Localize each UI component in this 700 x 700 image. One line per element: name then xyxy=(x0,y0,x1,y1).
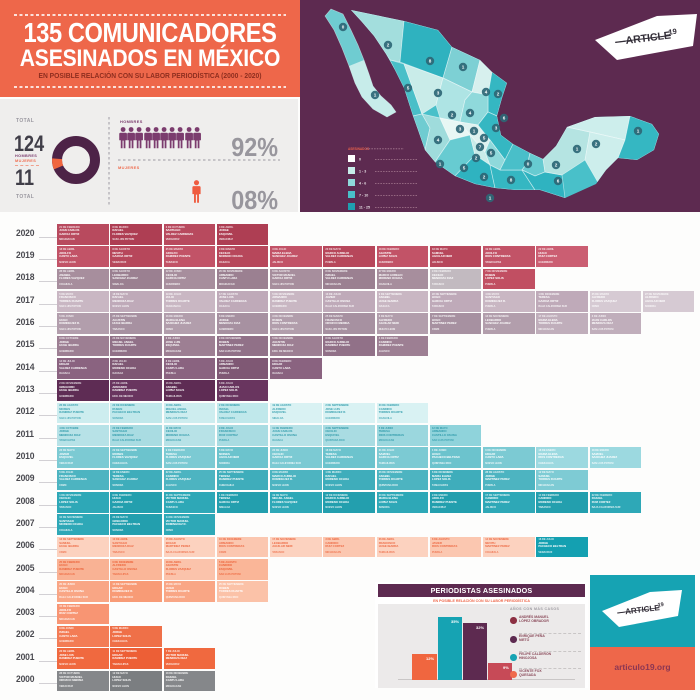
svg-text:4: 4 xyxy=(469,111,472,116)
svg-text:ASESINADOS: ASESINADOS xyxy=(348,147,369,151)
svg-text:19: 19 xyxy=(657,602,664,609)
svg-text:4: 4 xyxy=(437,138,440,143)
svg-text:7 - 10: 7 - 10 xyxy=(359,194,368,198)
svg-text:0: 0 xyxy=(359,158,361,162)
svg-text:1: 1 xyxy=(374,93,377,98)
svg-text:2: 2 xyxy=(451,113,454,118)
svg-text:2: 2 xyxy=(387,43,390,48)
svg-text:1: 1 xyxy=(489,196,492,201)
svg-text:4 - 6: 4 - 6 xyxy=(359,182,366,186)
svg-text:1: 1 xyxy=(439,162,442,167)
svg-text:1: 1 xyxy=(473,129,476,134)
svg-text:5: 5 xyxy=(483,136,486,141)
svg-text:2: 2 xyxy=(595,142,598,147)
svg-text:1: 1 xyxy=(462,65,465,70)
svg-text:8: 8 xyxy=(429,59,432,64)
svg-text:1: 1 xyxy=(637,129,640,134)
svg-text:5: 5 xyxy=(407,86,410,91)
svg-text:2: 2 xyxy=(483,175,486,180)
svg-text:1: 1 xyxy=(576,147,579,152)
svg-text:6: 6 xyxy=(557,179,560,184)
svg-text:2: 2 xyxy=(475,156,478,161)
svg-text:4: 4 xyxy=(485,90,488,95)
svg-text:0: 0 xyxy=(527,162,530,167)
svg-text:3: 3 xyxy=(437,91,440,96)
svg-text:11 - 25: 11 - 25 xyxy=(359,206,370,210)
svg-text:19: 19 xyxy=(668,27,677,37)
svg-text:5: 5 xyxy=(490,151,493,156)
svg-text:2: 2 xyxy=(497,92,500,97)
svg-text:5: 5 xyxy=(463,166,466,171)
svg-text:3: 3 xyxy=(495,126,498,131)
svg-text:7: 7 xyxy=(479,145,482,150)
svg-text:8: 8 xyxy=(510,178,513,183)
svg-text:0: 0 xyxy=(342,25,345,30)
svg-text:2: 2 xyxy=(555,163,558,168)
svg-text:6: 6 xyxy=(503,116,506,121)
svg-text:3: 3 xyxy=(459,127,462,132)
svg-text:1 - 3: 1 - 3 xyxy=(359,170,366,174)
